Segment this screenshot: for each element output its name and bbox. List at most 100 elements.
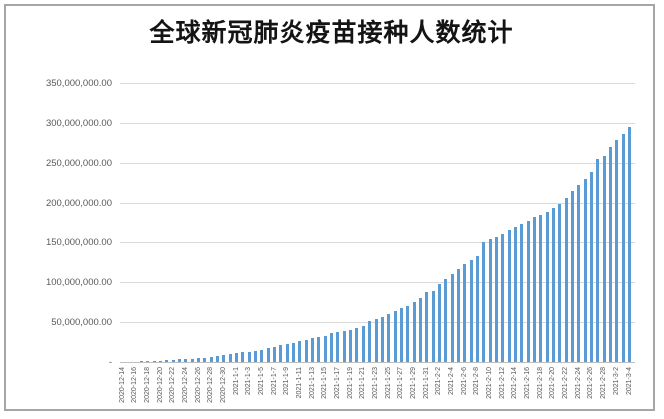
bar: [216, 356, 220, 362]
x-axis-tick-label: 2021-1-15: [321, 367, 329, 399]
bar: [602, 155, 606, 362]
bar: [513, 227, 517, 362]
bar: [222, 355, 226, 362]
bar: [520, 224, 524, 362]
x-axis-tick-label: 2020-12-14: [118, 367, 126, 403]
bar: [545, 211, 549, 362]
x-axis-tick-label: 2021-2-22: [562, 367, 570, 399]
bar: [494, 236, 498, 362]
x-axis-tick-label: 2021-2-12: [498, 367, 506, 399]
bar: [374, 319, 378, 362]
bar: [501, 234, 505, 362]
bar: [615, 140, 619, 362]
bar: [387, 314, 391, 362]
x-axis-tick-label: 2021-1-29: [410, 367, 418, 399]
gridline: [120, 202, 635, 204]
bar: [526, 220, 530, 362]
bar: [292, 342, 296, 362]
bar: [596, 159, 600, 362]
bar: [425, 292, 429, 362]
x-axis-tick-label: 2021-1-7: [270, 367, 278, 396]
x-axis-tick-label: 2020-12-24: [181, 367, 189, 403]
bar: [304, 339, 308, 362]
x-axis-tick-label: 2021-3-4: [625, 367, 633, 396]
bar: [241, 352, 245, 362]
x-axis-tick-label: 2021-2-24: [574, 367, 582, 399]
y-axis-tick-label: 100,000,000.00: [45, 277, 112, 289]
gridline: [120, 282, 635, 284]
x-axis-tick-label: 2021-1-31: [422, 367, 430, 399]
bar: [437, 284, 441, 362]
x-axis-tick-label: 2021-2-2: [435, 367, 443, 396]
bar: [456, 268, 460, 362]
bar: [203, 357, 207, 362]
bar: [532, 217, 536, 362]
bar: [184, 358, 188, 362]
bar: [247, 351, 251, 362]
chart-title: 全球新冠肺炎疫苗接种人数统计: [149, 20, 514, 47]
bar: [159, 360, 163, 362]
bar: [608, 146, 612, 362]
bar: [285, 343, 289, 362]
bar: [197, 358, 201, 362]
bar: [482, 241, 486, 362]
x-axis-tick-label: 2021-2-14: [511, 367, 519, 399]
bar: [317, 336, 321, 362]
bar: [406, 305, 410, 362]
bar: [399, 307, 403, 362]
x-axis-tick-label: 2021-1-11: [295, 367, 303, 399]
bar: [488, 239, 492, 362]
x-axis-tick-label: 2021-1-13: [308, 367, 316, 399]
bar: [190, 358, 194, 362]
x-axis-tick-label: 2021-2-16: [524, 367, 532, 399]
bar: [209, 357, 213, 362]
gridline: [120, 242, 635, 244]
y-axis-tick-label: 250,000,000.00: [45, 157, 112, 169]
bar: [551, 208, 555, 362]
x-axis-tick-label: 2021-1-1: [232, 367, 240, 396]
bar: [589, 171, 593, 362]
bar: [393, 310, 397, 362]
bar: [355, 328, 359, 362]
bar: [311, 338, 315, 362]
bar: [475, 255, 479, 362]
bar: [621, 134, 625, 362]
bar: [628, 127, 631, 362]
x-axis-tick-label: 2020-12-26: [194, 367, 202, 403]
x-axis-line: [120, 362, 635, 363]
x-axis-tick-label: 2020-12-30: [219, 367, 227, 403]
x-axis-tick-label: 2021-2-6: [460, 367, 468, 396]
bar: [418, 298, 422, 362]
gridline: [120, 322, 635, 324]
gridline: [120, 162, 635, 164]
y-axis-tick-label: -: [108, 357, 112, 368]
bar: [570, 191, 574, 362]
bar: [235, 353, 239, 362]
bar: [564, 197, 568, 362]
bar: [583, 178, 587, 362]
y-axis-tick-label: 200,000,000.00: [45, 197, 112, 209]
x-axis-tick-label: 2021-2-28: [600, 367, 608, 399]
x-axis-tick-label: 2021-1-25: [384, 367, 392, 399]
x-axis-tick-label: 2021-2-10: [486, 367, 494, 399]
bar: [178, 359, 182, 362]
x-axis-tick-label: 2021-2-18: [536, 367, 544, 399]
bar: [273, 346, 277, 362]
bar: [558, 203, 562, 362]
bar: [279, 345, 283, 362]
bar: [342, 331, 346, 362]
y-axis-tick-label: 50,000,000.00: [51, 317, 112, 329]
x-axis-tick-label: 2021-1-19: [346, 367, 354, 399]
gridline: [120, 83, 635, 84]
bar: [368, 321, 372, 362]
bar: [336, 332, 340, 362]
x-axis-tick-label: 2021-1-9: [283, 367, 291, 396]
y-axis-tick-label: 350,000,000.00: [45, 78, 112, 89]
x-axis-tick-label: 2021-1-27: [397, 367, 405, 399]
y-axis-tick-label: 300,000,000.00: [45, 117, 112, 129]
bar: [266, 348, 270, 362]
bar: [298, 341, 302, 362]
bar: [539, 214, 543, 362]
bar: [254, 350, 258, 362]
